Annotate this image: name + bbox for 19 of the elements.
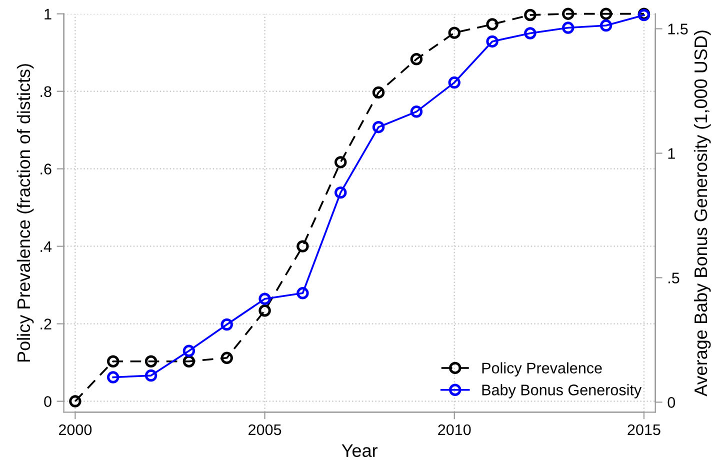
y-tick-label: .4 (40, 241, 52, 252)
x-tick-label: 2015 (628, 424, 660, 436)
y2-axis-title: Average Baby Bonus Generosity (1,000 USD) (694, 30, 711, 396)
y-tick-label: .2 (40, 318, 52, 330)
x-axis-title: Year (342, 444, 378, 457)
x-tick-label: 2010 (438, 424, 471, 436)
y-tick-label: 1 (44, 8, 52, 20)
y-tick-label: .8 (40, 86, 52, 98)
y2-tick-label: 0 (668, 397, 676, 408)
y2-tick-label: 1.5 (668, 24, 688, 34)
y-axis-title: Policy Prevalence (fraction of disticts) (16, 64, 34, 362)
legend-label: Baby Bonus Generosity (482, 384, 642, 398)
x-tick-label: 2000 (58, 424, 92, 436)
y2-tick-label: .5 (668, 272, 680, 284)
y2-tick-label: 1 (668, 148, 675, 159)
y-tick-label: .6 (40, 164, 52, 174)
x-tick-label: 2005 (248, 424, 282, 436)
legend-label: Policy Prevalence (482, 362, 602, 377)
y-tick-label: 0 (44, 396, 52, 407)
